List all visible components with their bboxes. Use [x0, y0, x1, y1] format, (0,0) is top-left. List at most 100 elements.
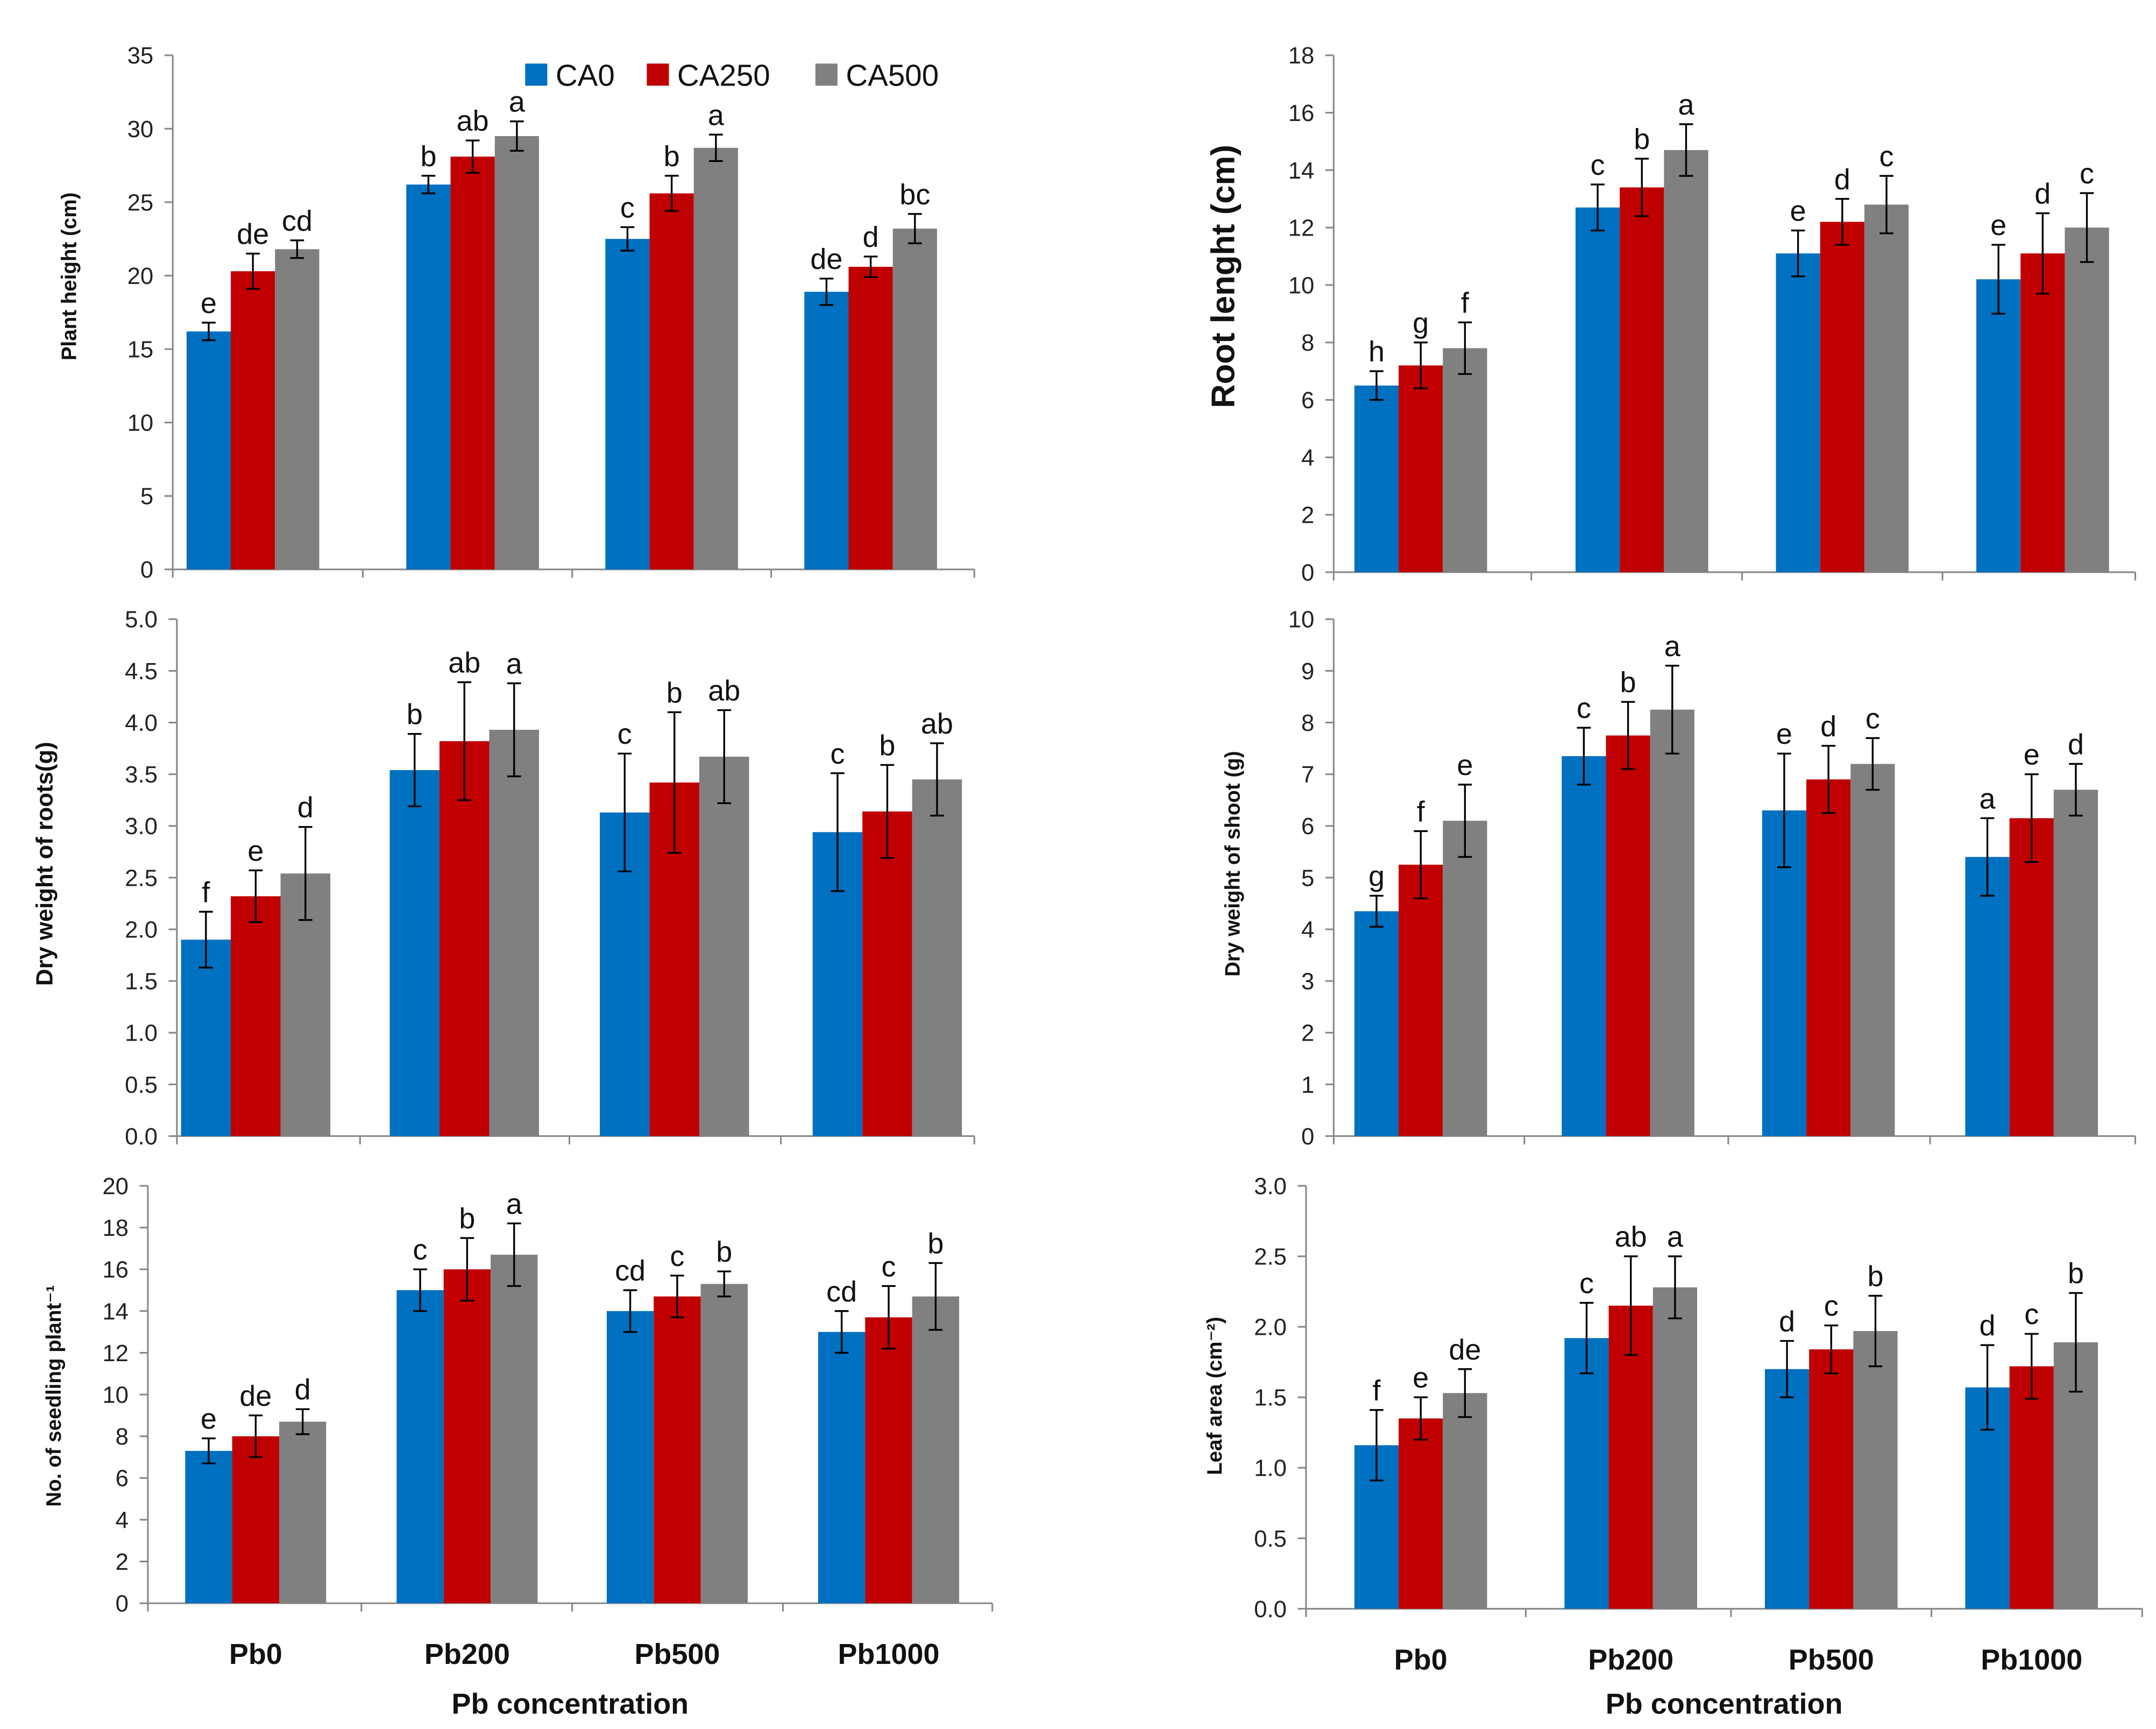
- significance-letter: de: [239, 1380, 272, 1412]
- x-category-label: Pb1000: [838, 1638, 940, 1670]
- significance-letter: f: [1461, 287, 1470, 319]
- y-tick-label: 0.5: [125, 1072, 158, 1098]
- bar-CA500-Pb200: [1653, 1287, 1698, 1609]
- bar-CA0-Pb200: [1562, 756, 1606, 1136]
- legend-label-CA500: CA500: [846, 58, 939, 92]
- significance-letter: c: [1824, 1290, 1839, 1322]
- chart-2: 0 2 4 6 8 10 12 14 16 18 Root lenght (cm) h c e e g b d d f…: [1204, 42, 2137, 586]
- x-category-label: Pb500: [634, 1638, 720, 1670]
- significance-letter: e: [1457, 749, 1473, 781]
- significance-letter: b: [407, 699, 423, 731]
- y-tick-label: 1.5: [1254, 1385, 1287, 1411]
- significance-letter: e: [1990, 209, 2006, 241]
- bar-CA250-Pb1000: [2009, 1366, 2054, 1609]
- y-axis-label: Dry weight of roots(g): [32, 742, 58, 986]
- bar-CA250-Pb0: [232, 1436, 279, 1604]
- y-tick-label: 3.0: [125, 813, 158, 839]
- significance-letter: a: [1980, 782, 1996, 815]
- significance-letter: de: [1449, 1334, 1481, 1366]
- y-axis-label: Plant height (cm): [58, 193, 81, 361]
- bar-CA500-Pb1000: [892, 229, 937, 570]
- significance-letter: c: [1591, 149, 1605, 181]
- y-tick-label: 0.0: [125, 1123, 158, 1150]
- legend-swatch-CA0: [525, 63, 548, 86]
- y-tick-label: 12: [102, 1340, 129, 1367]
- significance-letter: ab: [708, 675, 740, 707]
- y-tick-label: 2.5: [125, 865, 158, 891]
- significance-letter: e: [247, 835, 264, 867]
- bar-CA0-Pb500: [605, 239, 650, 570]
- significance-letter: e: [2024, 739, 2040, 771]
- significance-letter: b: [666, 677, 683, 709]
- significance-letter: f: [202, 876, 210, 908]
- bar-CA250-Pb200: [443, 1269, 491, 1604]
- y-tick-label: 10: [1288, 607, 1315, 633]
- x-category-label: Pb0: [229, 1638, 282, 1670]
- significance-letter: c: [1577, 692, 1591, 724]
- significance-letter: h: [1368, 336, 1385, 368]
- significance-letter: e: [1790, 195, 1806, 227]
- x-category-label: Pb0: [1394, 1643, 1448, 1676]
- bar-CA0-Pb500: [606, 1311, 654, 1604]
- bar-CA500-Pb200: [1664, 150, 1708, 572]
- significance-letter: f: [1417, 795, 1425, 828]
- y-tick-label: 25: [127, 189, 154, 216]
- significance-letter: e: [1776, 718, 1792, 750]
- significance-letter: de: [237, 218, 269, 251]
- significance-letter: d: [1779, 1305, 1795, 1337]
- bar-CA250-Pb1000: [865, 1317, 912, 1604]
- bar-CA0-Pb200: [1564, 1338, 1609, 1609]
- significance-letter: c: [882, 1250, 896, 1283]
- y-tick-label: 9: [1301, 658, 1314, 685]
- y-tick-label: 1.5: [125, 969, 158, 995]
- y-tick-label: 4.5: [125, 658, 158, 685]
- significance-letter: cd: [826, 1276, 857, 1308]
- significance-letter: bc: [899, 179, 930, 211]
- significance-letter: c: [618, 718, 632, 750]
- significance-letter: c: [413, 1234, 428, 1266]
- y-tick-label: 0.5: [1254, 1526, 1287, 1552]
- y-tick-label: 5: [1301, 865, 1314, 891]
- significance-letter: b: [927, 1228, 944, 1260]
- y-tick-label: 18: [1288, 42, 1315, 69]
- bar-CA250-Pb0: [231, 896, 281, 1136]
- y-tick-label: 10: [102, 1382, 129, 1408]
- significance-letter: b: [716, 1236, 732, 1268]
- significance-letter: cd: [282, 205, 313, 237]
- significance-letter: e: [201, 1403, 217, 1435]
- significance-letter: cd: [615, 1255, 646, 1287]
- legend-swatch-CA250: [647, 63, 669, 86]
- significance-letter: c: [1579, 1268, 1594, 1300]
- significance-letter: f: [1372, 1375, 1381, 1407]
- chart-5: 0 2 4 6 8 10 12 14 16 18 20 No. of seedling plant⁻¹…: [42, 1173, 994, 1720]
- y-tick-label: 20: [127, 263, 154, 289]
- significance-letter: b: [879, 729, 895, 762]
- bar-CA250-Pb500: [1820, 222, 1864, 572]
- significance-letter: ab: [921, 708, 953, 740]
- significance-letter: g: [1368, 860, 1385, 893]
- y-tick-label: 0: [1301, 1123, 1314, 1150]
- y-tick-label: 6: [116, 1465, 129, 1492]
- bar-CA0-Pb0: [1354, 911, 1399, 1136]
- x-category-label: Pb200: [424, 1638, 510, 1670]
- significance-letter: c: [830, 738, 845, 770]
- bar-CA250-Pb0: [1399, 864, 1443, 1136]
- legend-label-CA250: CA250: [677, 58, 770, 92]
- bar-CA250-Pb200: [439, 741, 490, 1136]
- y-tick-label: 7: [1301, 762, 1314, 788]
- bar-CA500-Pb0: [1443, 1393, 1487, 1609]
- bar-CA0-Pb200: [389, 770, 440, 1136]
- significance-letter: c: [620, 191, 635, 224]
- y-tick-label: 4: [1301, 445, 1314, 471]
- y-tick-label: 0: [116, 1591, 129, 1617]
- y-tick-label: 8: [116, 1424, 129, 1450]
- y-tick-label: 2.0: [1254, 1314, 1287, 1341]
- bar-CA250-Pb0: [231, 271, 275, 570]
- bar-CA0-Pb1000: [1976, 279, 2021, 572]
- bar-CA250-Pb500: [654, 1296, 701, 1604]
- significance-letter: c: [2080, 158, 2094, 190]
- significance-letter: a: [509, 86, 525, 118]
- y-tick-label: 0.0: [1254, 1596, 1287, 1623]
- bar-CA500-Pb1000: [912, 779, 962, 1136]
- bar-CA500-Pb200: [1650, 709, 1694, 1136]
